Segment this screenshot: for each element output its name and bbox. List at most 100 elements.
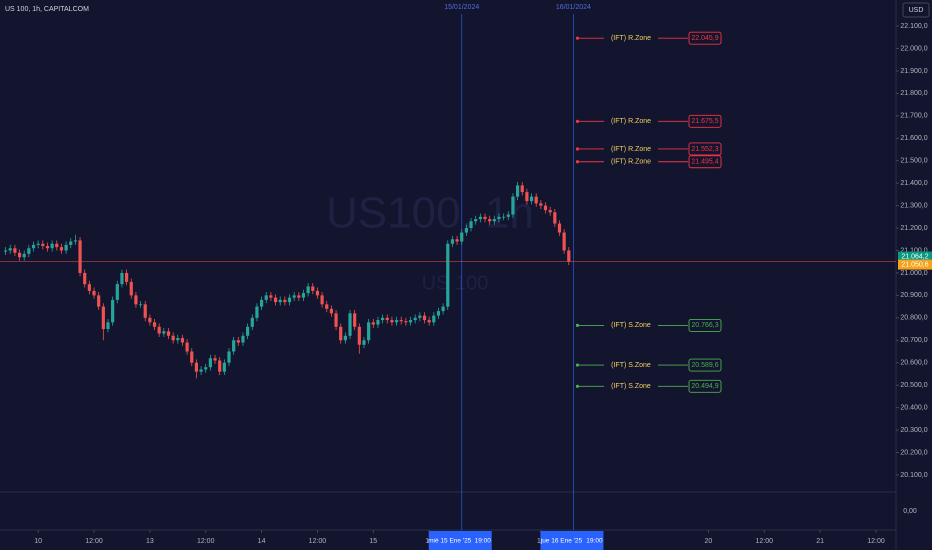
candle-body (441, 306, 445, 312)
zone-label: (IFT) S.Zone (611, 362, 651, 369)
candle-body (362, 340, 366, 345)
candle-body (59, 247, 64, 251)
candle-body (264, 295, 268, 300)
candle-body (357, 326, 361, 345)
candle-body (320, 295, 324, 305)
candle-body (436, 311, 441, 316)
x-tick-label: 12:00 (85, 538, 103, 545)
candle-body (334, 313, 338, 327)
y-tick-label: 21.600,0 (900, 135, 927, 142)
candle-body (199, 369, 203, 372)
candle-body (315, 290, 320, 296)
candle-body (208, 358, 212, 368)
watermark: US100, 1h (326, 189, 534, 238)
vertical-marker-label: 15/01/2024 (444, 4, 479, 11)
candle-body (222, 362, 226, 372)
candle-body (92, 290, 96, 296)
candle-body (469, 221, 473, 229)
candle-body (171, 335, 175, 341)
candle-body (534, 196, 538, 204)
candle-body (446, 243, 450, 307)
candle-body (432, 315, 436, 323)
y-tick-label: 20.900,0 (900, 292, 927, 299)
candle-body (97, 295, 101, 307)
candle-body (125, 272, 129, 282)
zone-value-box (688, 142, 722, 156)
zone-label-bg (604, 360, 658, 371)
candle-body (227, 351, 231, 363)
candle-body (176, 338, 180, 341)
x-tick-label: 12:00 (309, 538, 327, 545)
candle-body (278, 299, 282, 303)
y-tick-label: 21.700,0 (900, 113, 927, 120)
x-tick-label: 15 (369, 538, 377, 545)
candle-body (120, 272, 124, 285)
currency-box[interactable] (902, 2, 930, 18)
candle-body (385, 317, 389, 321)
vertical-marker-label: 16/01/2024 (556, 4, 591, 11)
currency[interactable]: USD (909, 7, 924, 14)
zone-dot (575, 119, 580, 123)
y-tick-label: 20.800,0 (900, 315, 927, 322)
x-tick-label: 21 (816, 538, 824, 545)
zone-value: 21.495,4 (691, 159, 718, 166)
zone-label: (IFT) R.Zone (611, 118, 651, 125)
candle-body (152, 322, 157, 327)
candle-body (17, 252, 22, 258)
candle-body (478, 216, 482, 220)
candle-body (483, 216, 487, 220)
candle-body (529, 196, 534, 202)
y-tick-label: 21.100,0 (900, 247, 927, 254)
watermark-sub: US 100 (422, 272, 489, 294)
candle-body (273, 297, 278, 303)
prev-price-label: 21.050,6 (901, 261, 928, 268)
candle-body (64, 244, 68, 251)
candle-body (399, 320, 403, 322)
zone-value-box (688, 31, 722, 45)
candle-body (460, 232, 464, 242)
candle-body (325, 304, 329, 309)
x-tick-label: 12:00 (197, 538, 215, 545)
x-tick-label: 12:00 (867, 538, 885, 545)
x-tick-label: 20 (705, 538, 713, 545)
candle-body (204, 367, 208, 370)
zone-value-box (688, 358, 722, 372)
zone-label-bg (604, 33, 658, 44)
y-tick-label: 20.100,0 (900, 472, 927, 479)
candle-body (474, 219, 478, 222)
time-label: 19:00 (475, 538, 492, 545)
date-box (428, 531, 492, 550)
candle-body (13, 248, 17, 253)
zone-dot (575, 36, 580, 40)
zone-value-box (688, 379, 722, 393)
zone-value: 21.552,3 (691, 146, 718, 153)
candle-body (41, 243, 45, 246)
candle-body (497, 216, 501, 220)
candle-body (515, 185, 520, 197)
candle-body (287, 297, 292, 303)
candle-body (520, 185, 524, 193)
candle-body (115, 284, 119, 300)
zone-value-box (688, 318, 722, 332)
candle-body (301, 293, 306, 298)
date-label: mié 15 Ene '25 (428, 538, 472, 545)
candle-body (297, 295, 301, 298)
zone-value-box (688, 155, 722, 169)
y-tick-label: 21.500,0 (900, 158, 927, 165)
candle-body (455, 239, 459, 242)
candle-body (548, 210, 552, 213)
zone-label: (IFT) R.Zone (611, 146, 651, 153)
candle-body (329, 308, 334, 314)
candle-body (22, 253, 26, 258)
y-tick-label: 21.000,0 (900, 270, 927, 277)
candle-body (45, 246, 50, 249)
y-tick-label: 21.800,0 (900, 90, 927, 97)
candle-body (311, 286, 315, 291)
y-tick-label: 21.900,0 (900, 68, 927, 75)
candle-body (343, 335, 347, 341)
candle-body (353, 313, 357, 327)
candle-body (218, 360, 222, 372)
candle-body (83, 272, 87, 285)
candle-body (269, 295, 273, 298)
